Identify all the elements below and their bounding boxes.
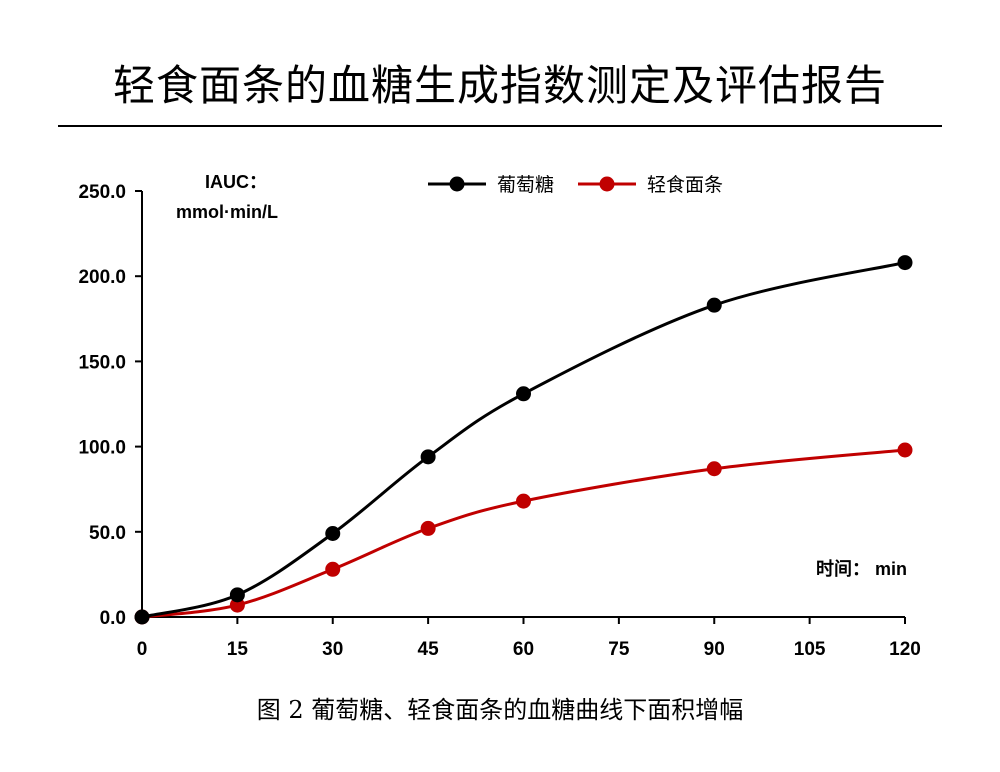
figure-caption: 图 2 葡萄糖、轻食面条的血糖曲线下面积增幅 (256, 696, 744, 724)
series-line-0 (141, 261, 906, 619)
x-axis-label: 时间： min (816, 559, 907, 579)
y-axis-label-line1: IAUC： (205, 172, 267, 192)
data-point-series-1 (325, 561, 341, 577)
x-tick-label: 45 (418, 639, 440, 660)
data-point-series-0 (897, 255, 913, 271)
data-point-series-1 (706, 461, 722, 477)
data-point-series-1 (897, 442, 913, 458)
x-tick-label: 105 (794, 639, 826, 660)
x-tick-label: 30 (322, 639, 343, 660)
data-point-series-1 (516, 493, 531, 509)
x-tick-label: 75 (608, 639, 630, 660)
data-point-series-0 (134, 609, 150, 625)
page-title: 轻食面条的血糖生成指数测定及评估报告 (112, 61, 887, 110)
data-point-series-0 (325, 526, 341, 542)
chart-series (134, 255, 913, 625)
y-tick-label: 200.0 (78, 267, 126, 288)
x-tick-label: 60 (513, 639, 534, 660)
y-tick-label: 150.0 (78, 352, 126, 373)
legend-marker-0 (449, 176, 465, 192)
y-tick-label: 250.0 (78, 182, 126, 203)
legend-marker-1 (599, 176, 615, 192)
y-tick-label: 100.0 (78, 438, 126, 459)
x-tick-label: 0 (137, 639, 148, 660)
data-point-series-0 (706, 297, 722, 313)
series-line-1 (141, 448, 906, 619)
x-tick-label: 120 (889, 639, 921, 660)
legend-label-1: 轻食面条 (647, 174, 723, 196)
data-point-series-0 (420, 449, 436, 465)
legend-label-0: 葡萄糖 (497, 174, 554, 196)
data-point-series-0 (516, 386, 531, 402)
data-point-series-0 (229, 587, 245, 603)
y-axis-label-line2: mmol·min/L (176, 202, 278, 222)
y-tick-label: 50.0 (89, 523, 126, 544)
data-point-series-1 (420, 520, 436, 536)
x-tick-label: 15 (227, 639, 249, 660)
y-tick-label: 0.0 (100, 608, 126, 629)
chart-axes (135, 190, 906, 624)
x-tick-label: 90 (704, 639, 725, 660)
chart-labels: 0.0 50.0 100.0 150.0 200.0 250.0 0 15 30 45 60 75 90… (78, 172, 920, 660)
title-divider (58, 125, 942, 127)
